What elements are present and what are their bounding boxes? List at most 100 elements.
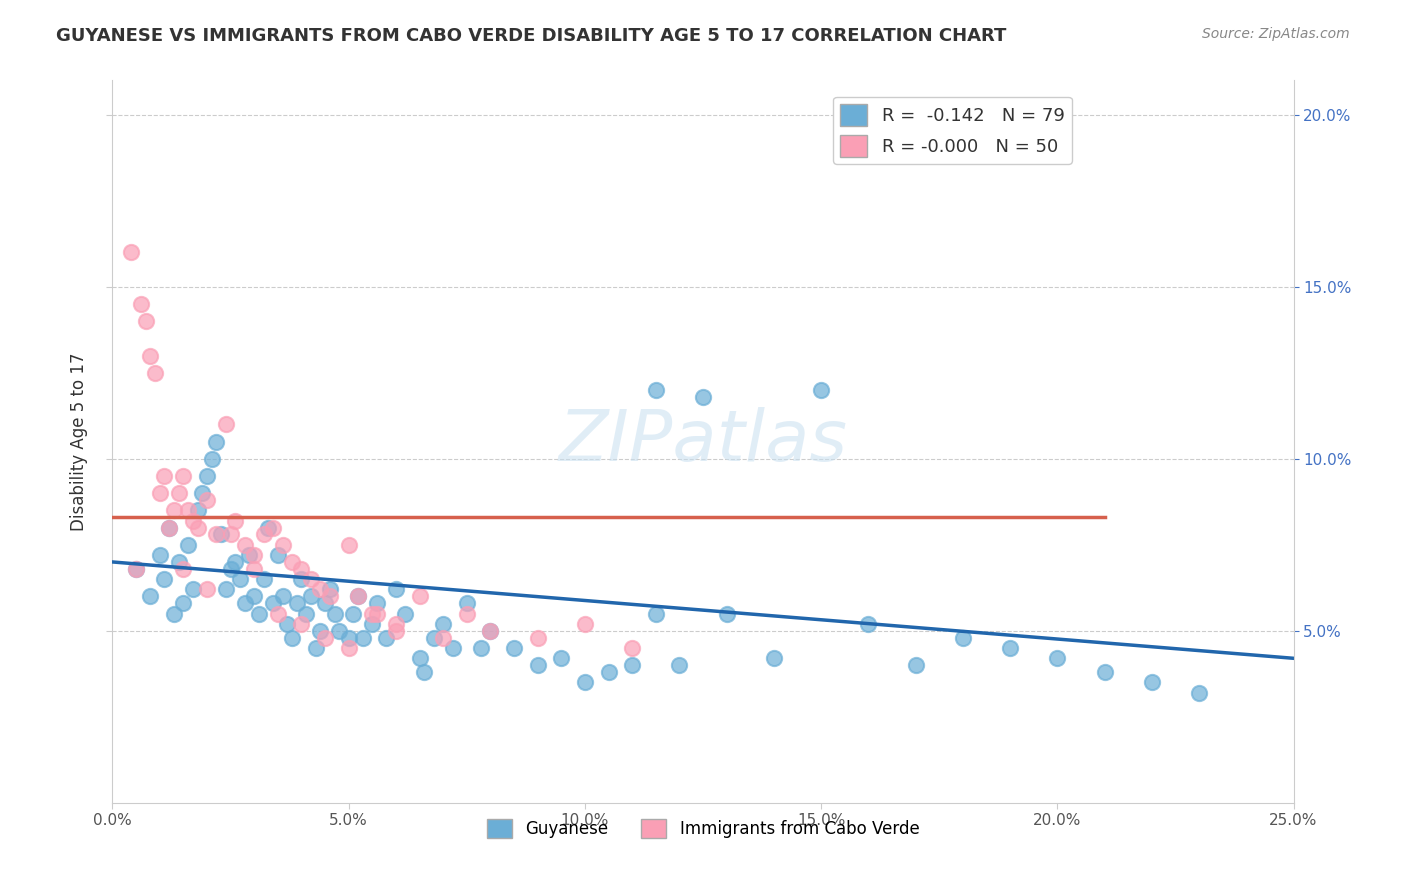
Point [281,555,304,569]
Point [181,582,204,597]
Point [219,527,242,541]
Point [243,590,266,604]
Point [762,651,785,665]
Point [323,607,346,621]
Point [290,562,312,576]
Point [135,314,157,328]
Point [1094,665,1116,679]
Point [408,651,430,665]
Point [267,548,290,562]
Point [172,562,194,576]
Point [290,616,312,631]
Point [526,631,548,645]
Point [479,624,502,638]
Point [205,434,228,449]
Point [319,590,342,604]
Point [125,562,148,576]
Point [143,366,166,380]
Y-axis label: Disability Age 5 to 17: Disability Age 5 to 17 [70,352,89,531]
Point [1188,686,1211,700]
Point [394,607,416,621]
Point [224,555,246,569]
Point [904,658,927,673]
Point [309,624,332,638]
Point [319,582,342,597]
Point [408,590,430,604]
Point [163,503,186,517]
Point [149,548,172,562]
Point [432,616,454,631]
Point [224,514,246,528]
Point [550,651,572,665]
Point [716,607,738,621]
Point [456,596,478,610]
Point [243,548,266,562]
Point [644,383,666,397]
Point [243,562,266,576]
Point [172,469,194,483]
Point [157,520,180,534]
Point [361,616,384,631]
Point [215,417,238,432]
Point [810,383,832,397]
Point [205,527,228,541]
Point [503,640,526,655]
Point [432,631,454,645]
Point [157,520,180,534]
Point [191,486,214,500]
Point [366,596,388,610]
Point [385,624,408,638]
Point [257,520,280,534]
Point [238,548,260,562]
Point [276,616,298,631]
Point [186,503,208,517]
Point [470,640,492,655]
Point [201,451,224,466]
Point [299,572,322,586]
Point [337,538,360,552]
Point [342,607,364,621]
Point [1046,651,1069,665]
Point [153,572,176,586]
Point [304,640,326,655]
Point [413,665,436,679]
Point [352,631,374,645]
Point [233,596,256,610]
Point [385,616,408,631]
Point [149,486,172,500]
Point [281,631,304,645]
Point [267,607,290,621]
Point [1140,675,1163,690]
Point [167,486,190,500]
Point [125,562,148,576]
Point [139,590,162,604]
Point [422,631,444,645]
Point [195,582,218,597]
Point [347,590,370,604]
Point [456,607,478,621]
Point [262,520,284,534]
Point [233,538,256,552]
Point [271,590,294,604]
Point [998,640,1021,655]
Point [621,658,644,673]
Point [644,607,666,621]
Point [195,493,218,508]
Point [219,562,242,576]
Point [574,616,596,631]
Point [247,607,270,621]
Point [479,624,502,638]
Text: ZIPatlas: ZIPatlas [558,407,848,476]
Point [598,665,620,679]
Point [172,596,194,610]
Point [186,520,208,534]
Point [163,607,186,621]
Point [181,514,204,528]
Point [952,631,974,645]
Legend: Guyanese, Immigrants from Cabo Verde: Guyanese, Immigrants from Cabo Verde [479,813,927,845]
Point [139,349,162,363]
Point [361,607,384,621]
Point [299,590,322,604]
Point [177,503,200,517]
Point [314,596,336,610]
